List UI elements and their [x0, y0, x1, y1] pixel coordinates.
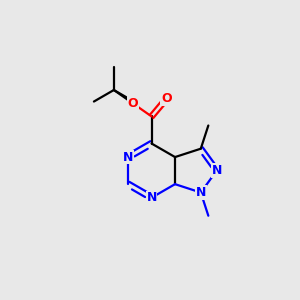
Text: N: N — [196, 186, 206, 199]
Text: N: N — [146, 191, 157, 204]
Text: O: O — [161, 92, 172, 105]
Text: N: N — [123, 151, 133, 164]
Text: N: N — [212, 164, 222, 177]
Text: O: O — [128, 97, 138, 110]
